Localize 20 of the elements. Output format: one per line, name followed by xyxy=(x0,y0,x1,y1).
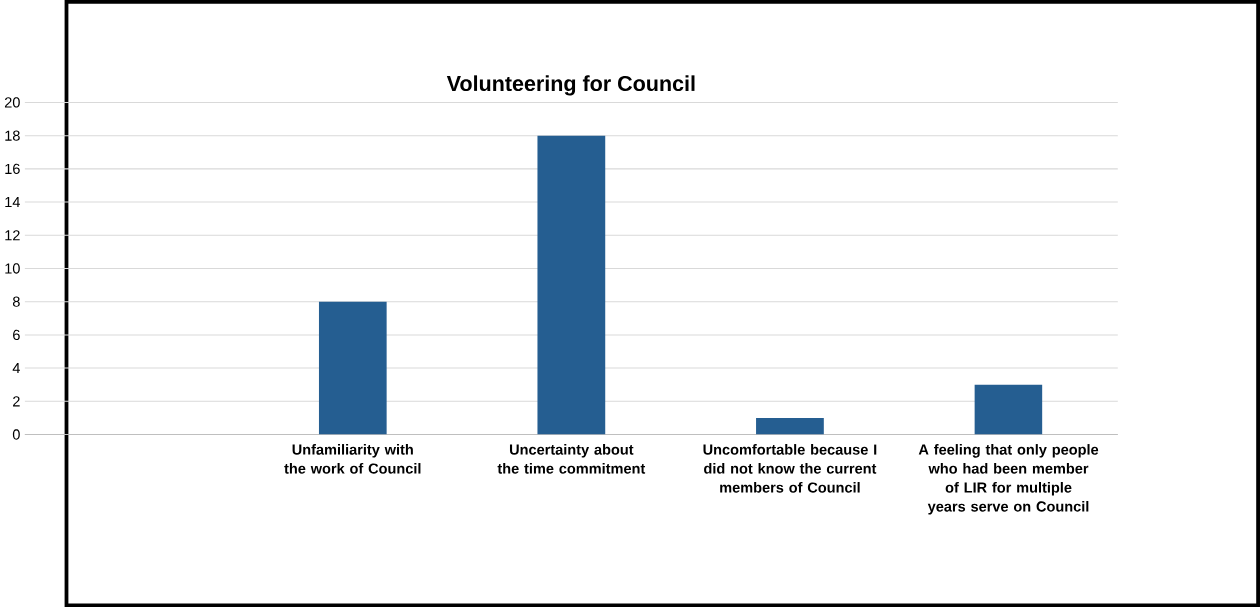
bar xyxy=(318,301,387,435)
y-tick-label: 20 xyxy=(4,97,20,108)
y-tick-label: 6 xyxy=(13,329,20,340)
bar xyxy=(974,384,1043,435)
y-tick-label: 8 xyxy=(12,296,20,307)
x-tick-label: Uncomfortable because I did not know the current members of Council xyxy=(703,443,877,493)
bar xyxy=(756,417,824,435)
x-tick-label: Unfamiliarity with the work of Council xyxy=(284,443,421,474)
y-tick-label: 4 xyxy=(12,363,20,374)
y-tick-label: 16 xyxy=(5,163,20,174)
chart-title: Volunteering for Council xyxy=(446,75,695,96)
y-tick-label: 2 xyxy=(13,396,20,407)
y-tick-label: 14 xyxy=(5,196,20,207)
y-tick-label: 10 xyxy=(5,263,20,274)
y-tick-label: 0 xyxy=(12,429,20,440)
bar xyxy=(537,135,606,435)
x-tick-label: A feeling that only people who had been member of LIR for multiple years serve on Council xyxy=(918,443,1099,515)
y-tick-label: 18 xyxy=(5,130,20,141)
x-tick-label: Uncertainty about the time commitment xyxy=(497,443,646,474)
y-tick-label: 12 xyxy=(5,230,20,241)
